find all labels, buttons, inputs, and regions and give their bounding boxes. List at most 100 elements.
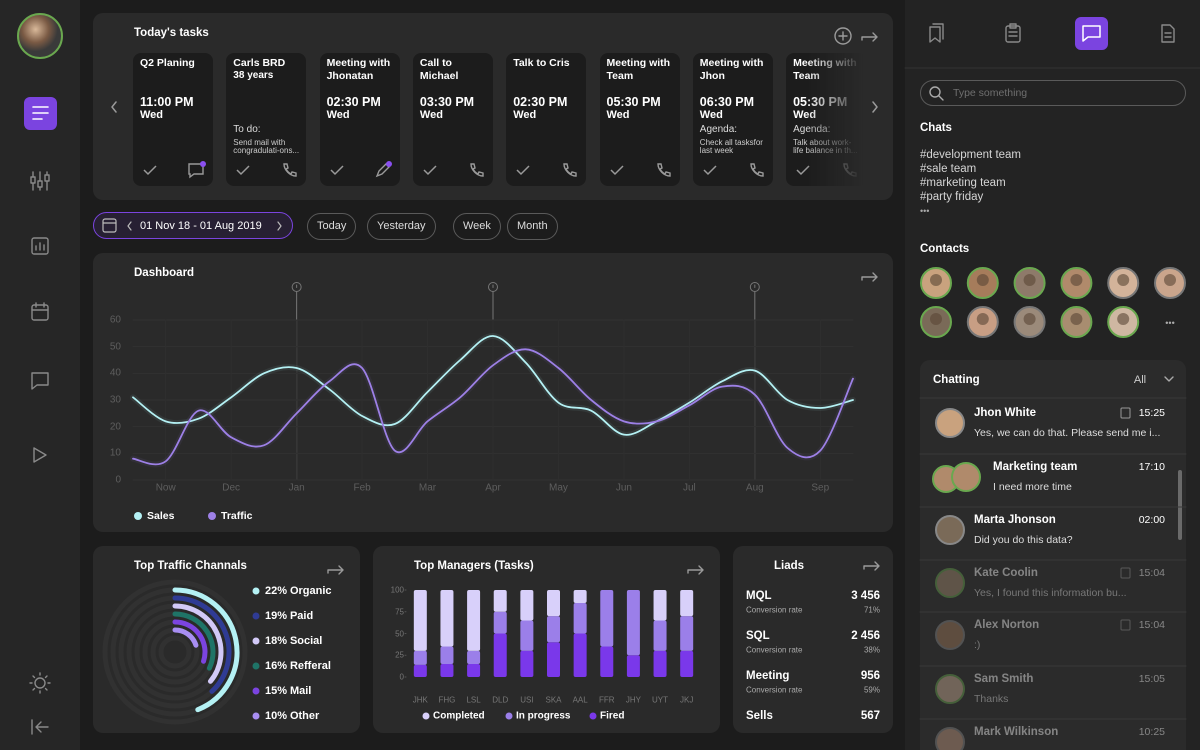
task-check-icon — [796, 165, 810, 176]
share-icon[interactable] — [327, 32, 880, 575]
task-check-icon[interactable] — [514, 161, 533, 179]
chat-channel[interactable]: #party friday — [920, 191, 984, 203]
attachment-icon — [1120, 567, 1131, 579]
chat-name[interactable]: Marketing team — [993, 461, 1078, 473]
scrollbar[interactable] — [1178, 470, 1182, 540]
ring-track — [102, 579, 248, 725]
task-nav-arrows — [111, 101, 878, 113]
task-phone-icon[interactable] — [467, 161, 486, 179]
nav-chat-icon[interactable] — [31, 372, 49, 390]
x-tick-label: Aug — [745, 482, 764, 494]
chat-time: 15:25 — [1138, 407, 1165, 419]
legend-label: In progress — [516, 710, 571, 722]
collapse-icon[interactable] — [31, 719, 49, 735]
chat-name[interactable]: Kate Coolin — [974, 567, 1038, 579]
task-check-icon[interactable] — [141, 161, 160, 179]
chat-name[interactable]: Sam Smith — [974, 673, 1034, 685]
section-title: Chats — [920, 122, 952, 134]
filter-button[interactable]: Month — [507, 213, 558, 240]
chatting-filter-icon[interactable] — [1164, 376, 1174, 382]
task-card[interactable]: Carls BRD 38 years To do: Send mail with co… — [226, 53, 307, 186]
search-box[interactable] — [920, 80, 1186, 106]
task-card[interactable]: Q2 Planing 11:00 PM Wed — [133, 53, 213, 186]
theme-icon[interactable] — [29, 672, 51, 694]
chat-channel[interactable]: #marketing team — [920, 177, 1006, 189]
nav-stats-icon[interactable] — [31, 237, 49, 255]
task-check-icon[interactable] — [328, 161, 347, 179]
task-phone-icon[interactable] — [654, 161, 673, 179]
collapse-icon — [31, 719, 49, 735]
nav-chat-icon — [31, 372, 49, 390]
task-card[interactable]: Call to Michael 03:30 PM Wed — [412, 53, 493, 186]
legend-label: Mail — [289, 685, 312, 697]
task-card[interactable]: Meeting with Team 05:30 PM Wed Agenda: Talk … — [786, 53, 863, 186]
y-tick-label: 50 — [395, 629, 404, 638]
contact-avatar — [976, 313, 989, 325]
chart-title: Dashboard — [134, 267, 195, 279]
y-tick-label: 40 — [109, 367, 121, 379]
date-range-picker[interactable] — [93, 212, 293, 239]
filter-button[interactable]: Yesterday — [367, 213, 436, 240]
tab-chat[interactable] — [1075, 17, 1108, 50]
task-check-icon — [143, 165, 157, 176]
task-day: Wed — [326, 109, 350, 121]
task-pen-icon[interactable] — [374, 161, 393, 179]
task-check-icon[interactable] — [234, 161, 253, 179]
tab-documents[interactable] — [1161, 24, 1175, 43]
nav-calendar-icon[interactable] — [31, 302, 49, 321]
bar-segment — [573, 603, 587, 634]
section-title: Contacts — [920, 243, 970, 255]
task-check-icon[interactable] — [794, 161, 813, 179]
chart-title: Top Traffic Channals — [134, 560, 247, 572]
task-card[interactable]: Meeting with Jhonatan 02:30 PM Wed — [319, 53, 400, 186]
filter-button[interactable]: Today — [307, 213, 357, 240]
chat-channel[interactable]: #development team — [920, 149, 1022, 161]
tab-bookmarks[interactable] — [929, 23, 944, 43]
task-check-icon[interactable] — [608, 161, 627, 179]
chat-name[interactable]: Marta Jhonson — [974, 514, 1056, 526]
bar-segment — [653, 620, 667, 651]
chat-name[interactable]: Mark Wilkinson — [974, 726, 1059, 738]
chat-channel[interactable]: #sale team — [920, 163, 977, 175]
task-card[interactable]: Meeting with Team 05:30 PM Wed — [599, 53, 680, 186]
bar-segment — [520, 620, 534, 651]
task-pen-icon — [385, 161, 392, 167]
nav-play-icon[interactable] — [33, 447, 47, 463]
user-avatar[interactable] — [17, 13, 63, 59]
more-button[interactable]: ••• — [920, 206, 930, 216]
nav-filters-icon — [30, 176, 36, 184]
task-card[interactable]: Talk to Cris 02:30 PM Wed — [506, 53, 587, 186]
radial-bar — [172, 595, 232, 694]
task-phone-icon[interactable] — [840, 161, 859, 179]
task-chat-icon[interactable] — [187, 161, 206, 179]
filter-button[interactable]: Week — [453, 213, 501, 240]
bar-segment — [520, 650, 534, 677]
legend-swatch — [252, 687, 260, 695]
more-button[interactable]: ••• — [1165, 318, 1175, 328]
nav-calendar-icon — [31, 302, 49, 311]
bar-segment — [680, 590, 694, 617]
nav-play-icon — [33, 447, 47, 463]
nav-filters-icon[interactable] — [30, 171, 50, 191]
task-phone-icon[interactable] — [560, 161, 579, 179]
chat-name[interactable]: Alex Norton — [974, 619, 1040, 631]
chat-name[interactable]: Jhon White — [974, 407, 1036, 419]
task-card[interactable]: Meeting with Jhon 06:30 PM Wed Agenda: Check… — [692, 53, 773, 186]
add-task-icon[interactable] — [834, 27, 852, 45]
task-check-icon[interactable] — [421, 161, 440, 179]
chat-preview: I need more time — [993, 481, 1072, 493]
date-picker-icons[interactable] — [102, 218, 282, 233]
share-icon — [863, 561, 880, 571]
nav-menu-icon[interactable] — [24, 97, 57, 130]
tab-tasks — [1008, 23, 1018, 37]
chatting-filter[interactable]: All — [1133, 374, 1147, 386]
task-phone-icon[interactable] — [280, 161, 299, 179]
task-phone-icon[interactable] — [747, 161, 766, 179]
bar-segment — [573, 633, 587, 677]
bar-segment — [467, 663, 481, 677]
task-nav-arrows[interactable] — [111, 101, 878, 113]
task-check-icon[interactable] — [701, 161, 720, 179]
legend-swatch — [252, 712, 260, 720]
tab-tasks[interactable] — [1005, 23, 1021, 43]
